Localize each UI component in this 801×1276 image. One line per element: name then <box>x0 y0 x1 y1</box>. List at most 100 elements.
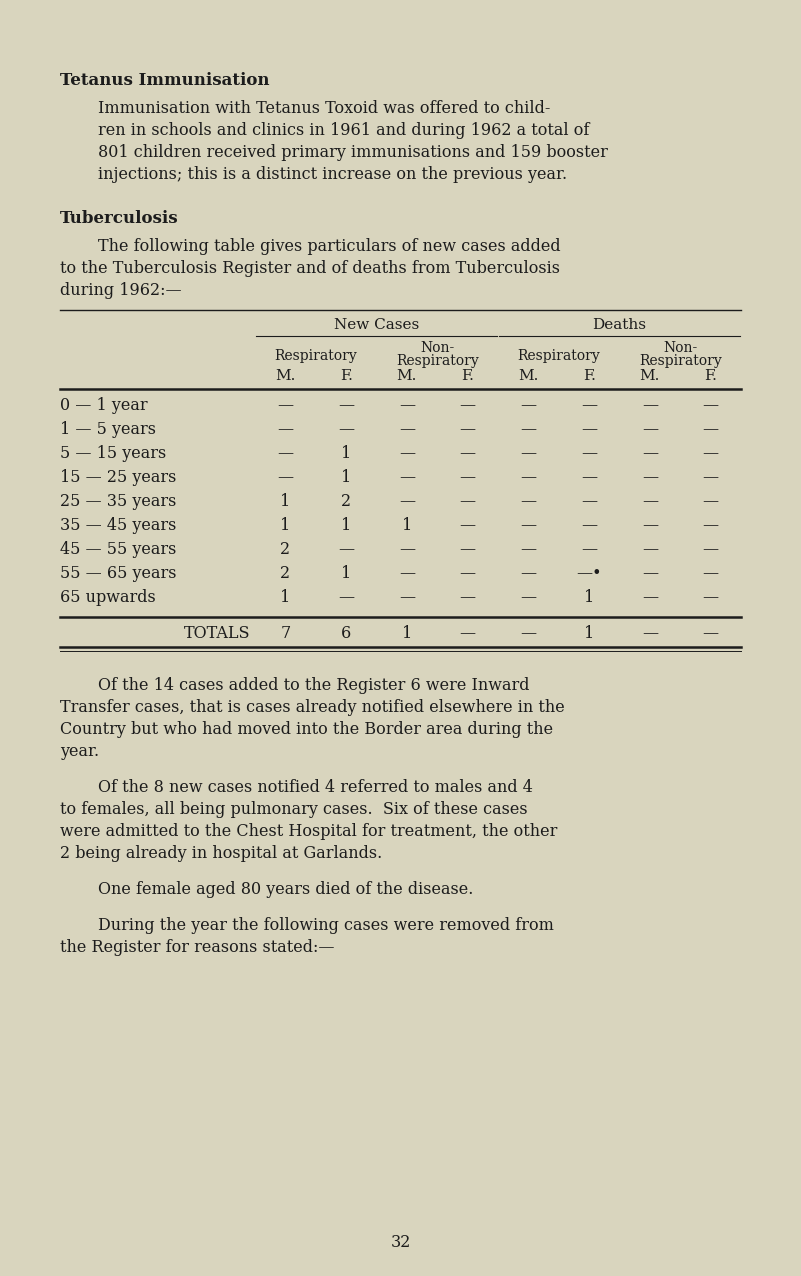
Text: 32: 32 <box>390 1234 411 1250</box>
Text: —: — <box>460 397 476 413</box>
Text: 5 — 15 years: 5 — 15 years <box>60 445 167 462</box>
Text: —: — <box>338 541 354 558</box>
Text: One female aged 80 years died of the disease.: One female aged 80 years died of the dis… <box>98 880 473 898</box>
Text: —: — <box>581 421 598 438</box>
Text: —: — <box>642 517 658 533</box>
Text: Non-: Non- <box>663 341 698 355</box>
Text: 0 — 1 year: 0 — 1 year <box>60 397 147 413</box>
Text: —: — <box>277 445 293 462</box>
Text: —: — <box>277 421 293 438</box>
Text: —: — <box>581 493 598 510</box>
Text: —: — <box>642 565 658 582</box>
Text: 801 children received primary immunisations and 159 booster: 801 children received primary immunisati… <box>98 144 608 161</box>
Text: —: — <box>399 565 415 582</box>
Text: 7: 7 <box>280 625 291 642</box>
Text: —: — <box>521 565 537 582</box>
Text: —: — <box>460 493 476 510</box>
Text: Country but who had moved into the Border area during the: Country but who had moved into the Borde… <box>60 721 553 738</box>
Text: 1: 1 <box>341 470 352 486</box>
Text: —: — <box>460 590 476 606</box>
Text: —: — <box>521 493 537 510</box>
Text: —: — <box>399 421 415 438</box>
Text: 35 — 45 years: 35 — 45 years <box>60 517 176 533</box>
Text: 1: 1 <box>584 625 594 642</box>
Text: —: — <box>702 493 718 510</box>
Text: 1: 1 <box>584 590 594 606</box>
Text: 15 — 25 years: 15 — 25 years <box>60 470 176 486</box>
Text: 2 being already in hospital at Garlands.: 2 being already in hospital at Garlands. <box>60 845 382 863</box>
Text: the Register for reasons stated:—: the Register for reasons stated:— <box>60 939 335 956</box>
Text: —: — <box>521 625 537 642</box>
Text: M.: M. <box>276 369 296 383</box>
Text: —: — <box>642 493 658 510</box>
Text: —: — <box>521 541 537 558</box>
Text: to the Tuberculosis Register and of deaths from Tuberculosis: to the Tuberculosis Register and of deat… <box>60 260 560 277</box>
Text: —: — <box>642 625 658 642</box>
Text: 2: 2 <box>280 565 291 582</box>
Text: 1: 1 <box>280 590 291 606</box>
Text: were admitted to the Chest Hospital for treatment, the other: were admitted to the Chest Hospital for … <box>60 823 557 840</box>
Text: —: — <box>642 445 658 462</box>
Text: —: — <box>581 517 598 533</box>
Text: Respiratory: Respiratory <box>275 350 357 362</box>
Text: 1: 1 <box>280 493 291 510</box>
Text: Tuberculosis: Tuberculosis <box>60 211 179 227</box>
Text: —: — <box>277 397 293 413</box>
Text: 1: 1 <box>341 445 352 462</box>
Text: —: — <box>399 493 415 510</box>
Text: —: — <box>399 445 415 462</box>
Text: —: — <box>702 541 718 558</box>
Text: —: — <box>581 470 598 486</box>
Text: —: — <box>521 470 537 486</box>
Text: —: — <box>702 625 718 642</box>
Text: injections; this is a distinct increase on the previous year.: injections; this is a distinct increase … <box>98 166 567 182</box>
Text: F.: F. <box>704 369 717 383</box>
Text: —: — <box>642 421 658 438</box>
Text: —: — <box>460 625 476 642</box>
Text: 25 — 35 years: 25 — 35 years <box>60 493 176 510</box>
Text: Tetanus Immunisation: Tetanus Immunisation <box>60 71 269 89</box>
Text: During the year the following cases were removed from: During the year the following cases were… <box>98 917 553 934</box>
Text: 65 upwards: 65 upwards <box>60 590 155 606</box>
Text: —: — <box>521 445 537 462</box>
Text: —: — <box>702 470 718 486</box>
Text: —: — <box>521 590 537 606</box>
Text: —: — <box>277 470 293 486</box>
Text: —: — <box>399 397 415 413</box>
Text: —: — <box>702 445 718 462</box>
Text: F.: F. <box>582 369 596 383</box>
Text: —: — <box>702 421 718 438</box>
Text: Deaths: Deaths <box>593 318 646 332</box>
Text: 1: 1 <box>280 517 291 533</box>
Text: 1 — 5 years: 1 — 5 years <box>60 421 156 438</box>
Text: —: — <box>460 470 476 486</box>
Text: —: — <box>460 445 476 462</box>
Text: New Cases: New Cases <box>334 318 419 332</box>
Text: —: — <box>581 397 598 413</box>
Text: 1: 1 <box>341 517 352 533</box>
Text: 1: 1 <box>402 517 412 533</box>
Text: —: — <box>338 397 354 413</box>
Text: —•: —• <box>577 565 602 582</box>
Text: ren in schools and clinics in 1961 and during 1962 a total of: ren in schools and clinics in 1961 and d… <box>98 122 590 139</box>
Text: Respiratory: Respiratory <box>517 350 600 362</box>
Text: Respiratory: Respiratory <box>639 353 722 367</box>
Text: 6: 6 <box>341 625 352 642</box>
Text: Of the 8 new cases notified 4 referred to males and 4: Of the 8 new cases notified 4 referred t… <box>98 780 533 796</box>
Text: The following table gives particulars of new cases added: The following table gives particulars of… <box>98 239 561 255</box>
Text: year.: year. <box>60 743 99 760</box>
Text: —: — <box>460 517 476 533</box>
Text: TOTALS: TOTALS <box>183 625 250 642</box>
Text: —: — <box>642 397 658 413</box>
Text: F.: F. <box>340 369 352 383</box>
Text: 2: 2 <box>280 541 291 558</box>
Text: 45 — 55 years: 45 — 55 years <box>60 541 176 558</box>
Text: 1: 1 <box>402 625 412 642</box>
Text: —: — <box>521 397 537 413</box>
Text: 1: 1 <box>341 565 352 582</box>
Text: —: — <box>702 590 718 606</box>
Text: —: — <box>642 470 658 486</box>
Text: to females, all being pulmonary cases.  Six of these cases: to females, all being pulmonary cases. S… <box>60 801 528 818</box>
Text: 2: 2 <box>341 493 351 510</box>
Text: during 1962:—: during 1962:— <box>60 282 182 299</box>
